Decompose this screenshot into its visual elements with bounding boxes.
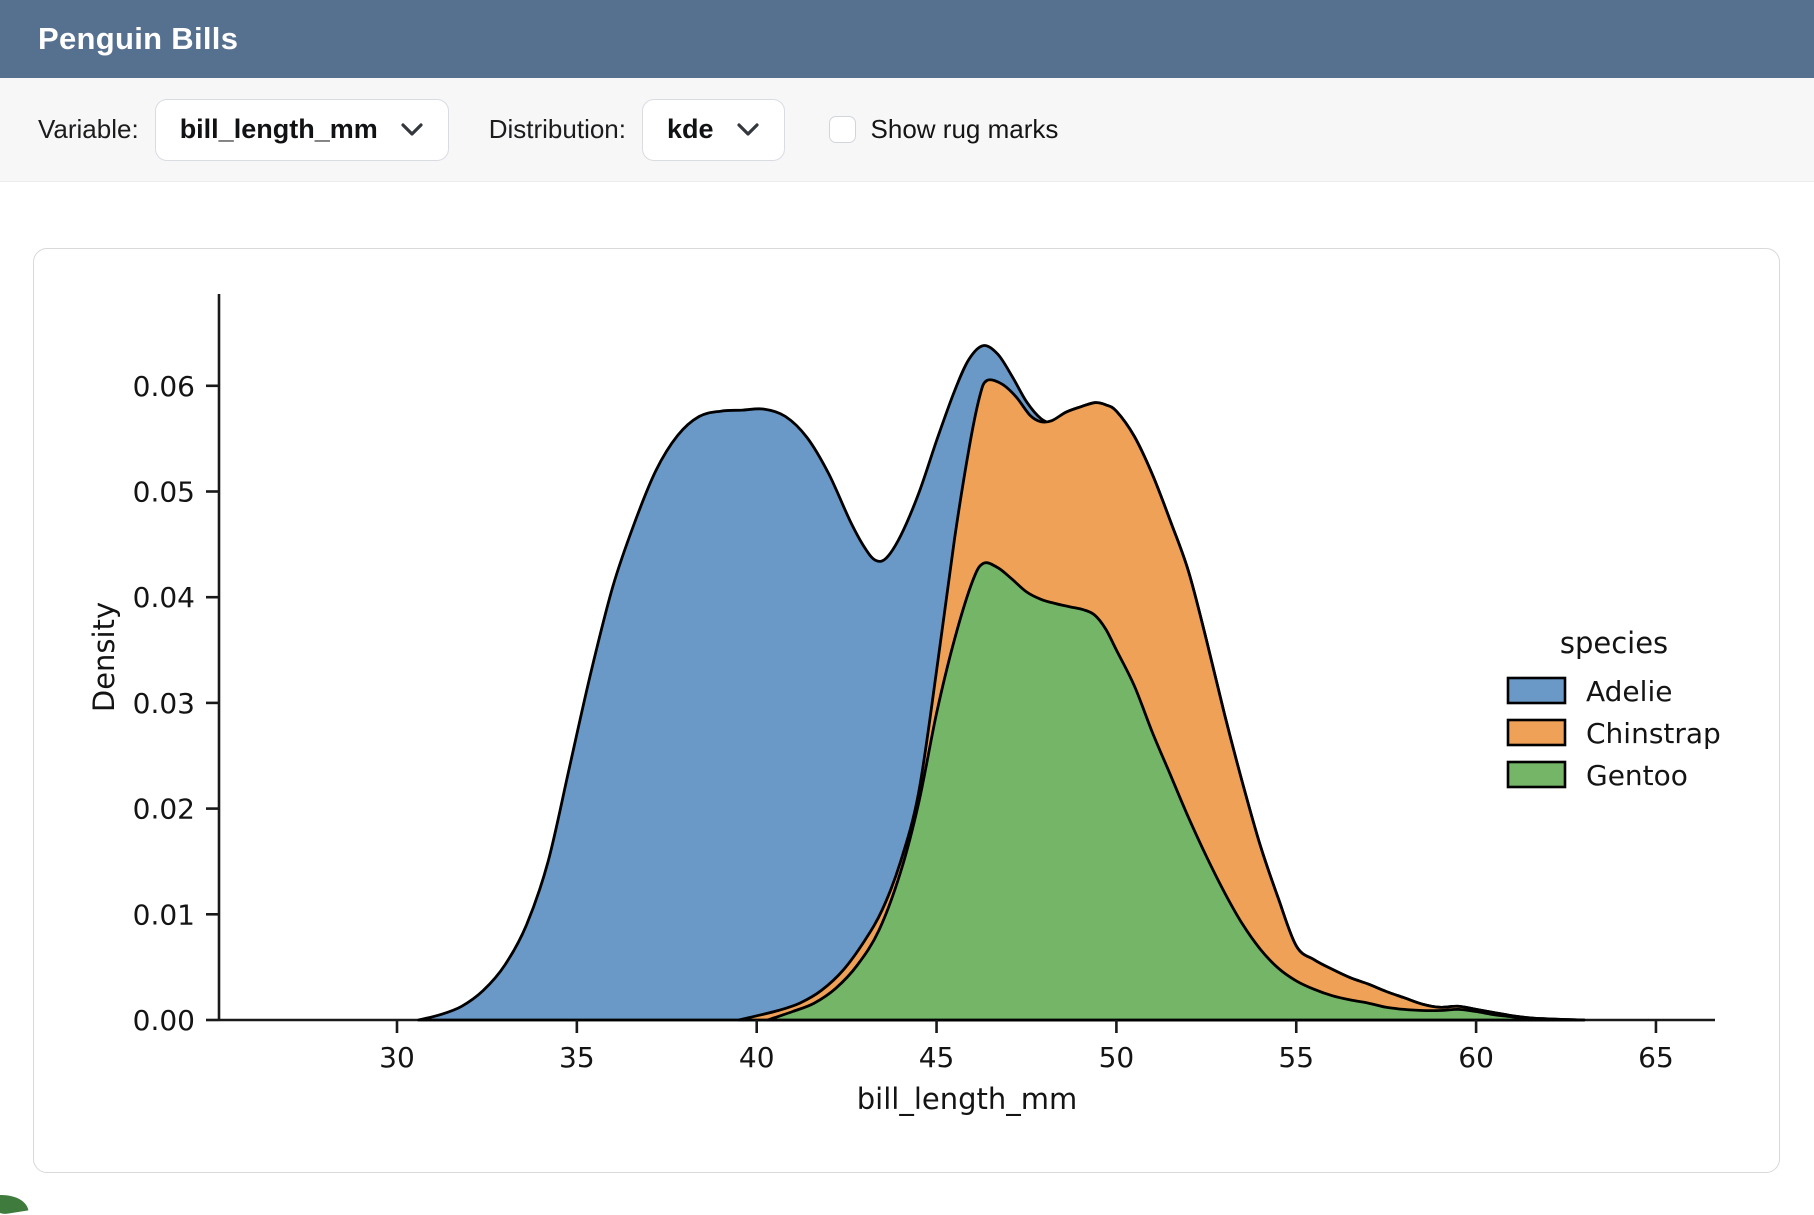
distribution-label: Distribution:: [488, 114, 626, 144]
x-tick-label: 55: [1278, 1041, 1314, 1074]
y-tick-label: 0.02: [133, 793, 195, 826]
y-tick-label: 0.03: [133, 687, 195, 720]
x-tick-label: 65: [1638, 1041, 1674, 1074]
y-tick-label: 0.01: [133, 898, 195, 931]
x-tick-label: 45: [919, 1041, 955, 1074]
y-tick-label: 0.00: [133, 1004, 195, 1037]
x-tick-label: 60: [1458, 1041, 1494, 1074]
legend-swatch-adelie: [1506, 676, 1567, 705]
page-title: Penguin Bills: [38, 21, 239, 56]
y-tick-label: 0.05: [133, 476, 195, 509]
variable-label: Variable:: [38, 114, 139, 144]
show-rug-marks-checkbox[interactable]: [828, 116, 856, 143]
show-rug-marks-label: Show rug marks: [870, 114, 1059, 144]
kde-area-gentoo: [766, 561, 1550, 1022]
legend-label-chinstrap: Chinstrap: [1586, 717, 1721, 750]
toolbar: Variable: bill_length_mm Distribution: k…: [0, 78, 1814, 182]
legend-swatch-chinstrap: [1506, 718, 1567, 747]
chevron-down-icon: [736, 122, 760, 137]
kde-chart-svg: 30 35 40 45 50 55 60 65 0.00 0.01 0.02 0.03 0.04 0.05…: [87, 294, 1721, 1116]
chevron-down-icon: [400, 122, 424, 137]
plot-card: 30 35 40 45 50 55 60 65 0.00 0.01 0.02 0.03 0.04 0.05…: [33, 248, 1780, 1173]
y-tick-label: 0.04: [133, 581, 195, 614]
y-tick-label: 0.06: [133, 370, 195, 403]
x-tick-label: 35: [559, 1041, 595, 1074]
app-header: Penguin Bills: [0, 0, 1814, 78]
x-tick-label: 50: [1099, 1041, 1135, 1074]
legend-swatch-gentoo: [1506, 760, 1567, 789]
x-tick-label: 40: [739, 1041, 775, 1074]
legend-title: species: [1560, 626, 1668, 660]
variable-select-value: bill_length_mm: [179, 114, 378, 144]
legend-label-adelie: Adelie: [1586, 675, 1672, 708]
x-axis-label: bill_length_mm: [857, 1082, 1078, 1116]
distribution-select[interactable]: kde: [642, 98, 785, 161]
distribution-select-value: kde: [667, 114, 714, 144]
corner-accent-shape: [0, 1190, 29, 1215]
y-axis-label: Density: [87, 602, 121, 712]
variable-select[interactable]: bill_length_mm: [154, 98, 449, 161]
legend-label-gentoo: Gentoo: [1586, 759, 1688, 792]
x-tick-label: 30: [379, 1041, 415, 1074]
